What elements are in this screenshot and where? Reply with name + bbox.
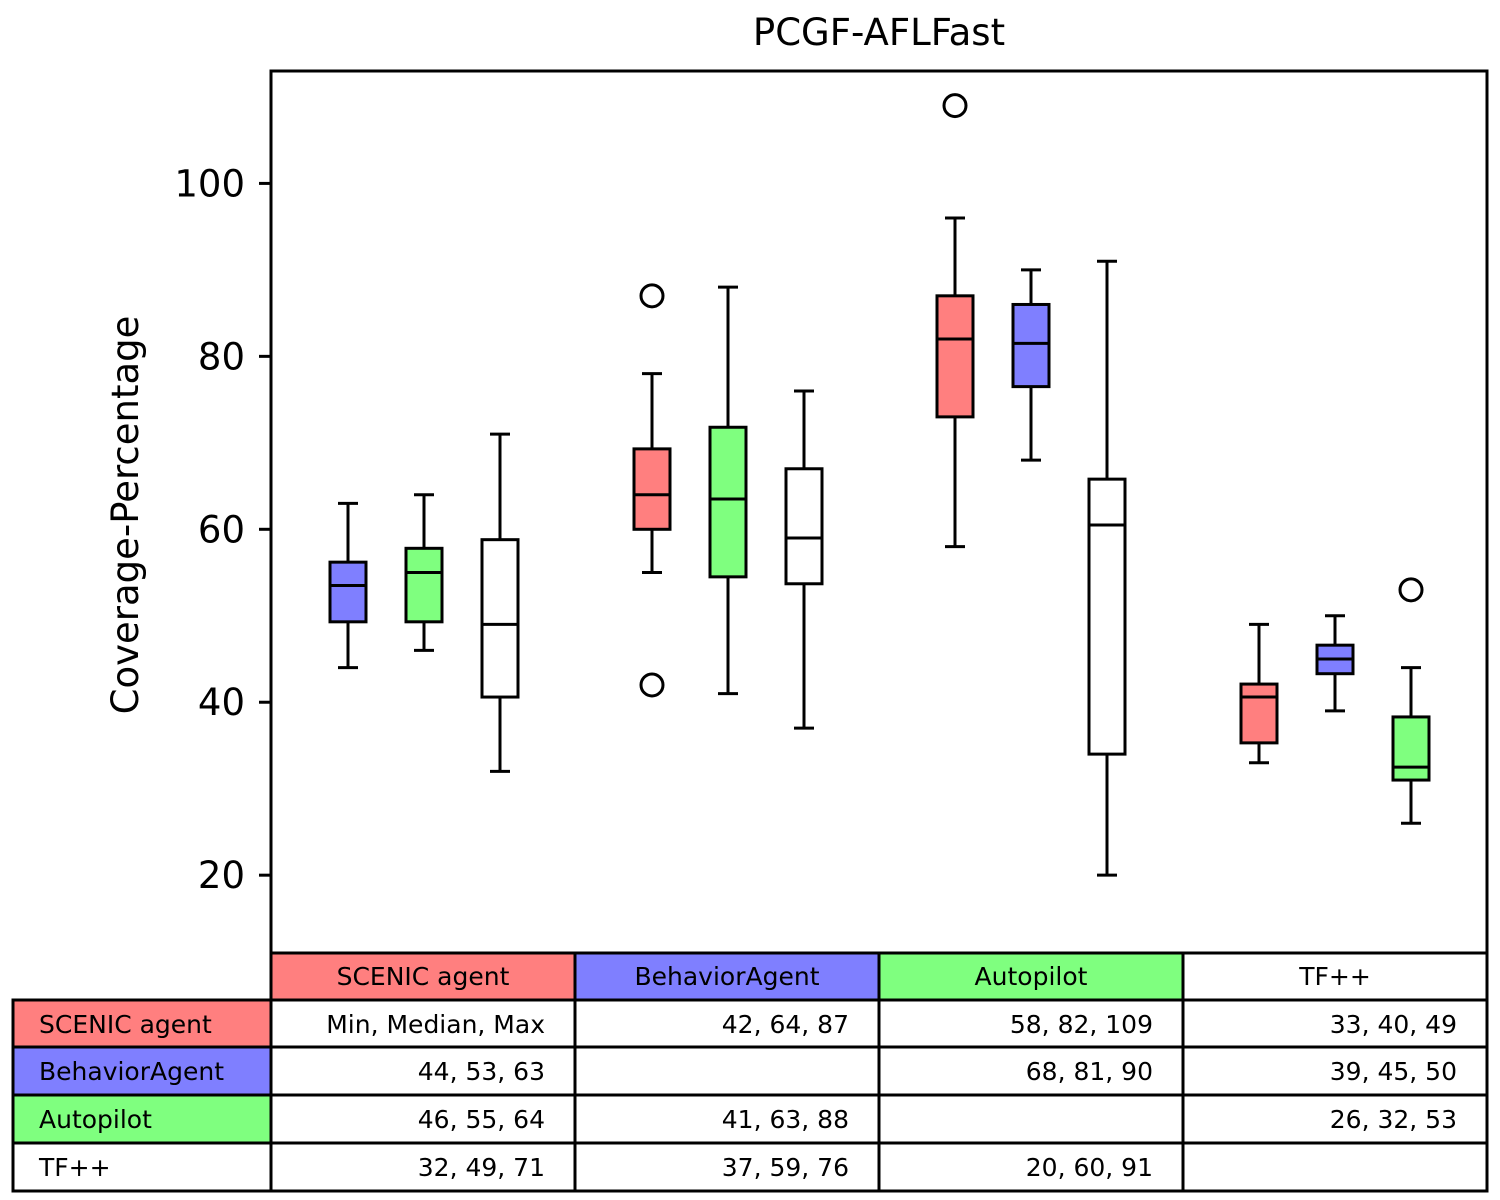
box-scenic-agent-tf- [480,432,520,773]
box-scenic-agent-behavioragent [328,501,368,670]
box-body [1011,302,1051,389]
table-cell [269,998,577,1049]
table-col-header: BehaviorAgent [634,962,819,991]
table-cell [269,1045,577,1097]
box-body [404,546,444,624]
box-autopilot-scenic-agent [935,93,975,549]
table-cell [1181,1093,1489,1145]
table-cell-value: 68, 81, 90 [1026,1057,1153,1086]
table-cell [573,1141,881,1193]
table-row-header: TF++ [38,1153,111,1182]
data-table: SCENIC agent BehaviorAgent Autopilot TF++ SC… [11,951,1489,1193]
table-cell-value: 26, 32, 53 [1330,1105,1457,1134]
table-cell [573,1045,881,1097]
box-autopilot-behavioragent [1011,268,1051,462]
outlier-point [639,283,665,309]
table-row-header: BehaviorAgent [39,1057,224,1086]
box-body [480,538,520,699]
boxes-layer [328,93,1431,877]
box-autopilot-tf- [1087,259,1127,877]
table-cell-value: 33, 40, 49 [1330,1010,1457,1039]
box-body [1391,715,1431,782]
y-axis: 20 40 60 80 100 [174,162,271,897]
outlier-point [1398,577,1424,603]
table-col-header: TF++ [1298,962,1371,991]
table-cell [573,998,881,1049]
box-body [935,294,975,419]
box-behavioragent-tf- [784,389,824,730]
table-cell [1181,1141,1489,1193]
table-row-header: Autopilot [39,1105,152,1134]
table-col-header-cell [269,951,577,1002]
table-cell-value: 32, 49, 71 [418,1153,545,1182]
outlier-point [942,93,968,119]
box-tf--behavioragent [1315,614,1355,713]
plot-frame [269,69,1489,955]
outlier-point [639,672,665,698]
table-cell-value: 37, 59, 76 [722,1153,849,1182]
box-body [328,560,368,624]
table-col-header-cell [877,951,1185,1002]
table-cell [269,1093,577,1145]
y-tick-label: 60 [198,508,245,551]
box-scenic-agent-autopilot [404,493,444,652]
table-row-header-cell [11,1141,273,1193]
table-cell [877,1093,1185,1145]
y-tick-label: 80 [198,335,245,378]
box-body [784,467,824,586]
box-body [632,447,672,531]
box-behavioragent-scenic-agent [632,283,672,698]
table-cell-value: Min, Median, Max [326,1010,545,1039]
box-body [1239,682,1279,745]
table-cell-value: 58, 82, 109 [1010,1010,1153,1039]
table-cell [269,1141,577,1193]
table-cell-value: 39, 45, 50 [1330,1057,1457,1086]
table-col-header-cell [1181,951,1489,1002]
table-cell-value: 41, 63, 88 [722,1105,849,1134]
table-cell [1181,1045,1489,1097]
box-tf--autopilot [1391,577,1431,825]
table-cell-value: 20, 60, 91 [1026,1153,1153,1182]
box-tf--scenic-agent [1239,622,1279,765]
y-tick-label: 100 [174,162,245,205]
table-col-header: SCENIC agent [337,962,510,991]
chart-title: PCGF-AFLFast [753,11,1005,54]
table-cell-value: 44, 53, 63 [418,1057,545,1086]
box-body [1087,477,1127,756]
table-row-header: SCENIC agent [39,1010,212,1039]
table-col-header: Autopilot [975,962,1088,991]
table-cell-value: 46, 55, 64 [418,1105,545,1134]
box-behavioragent-autopilot [708,285,748,696]
table-cell [877,1141,1185,1193]
box-body [708,425,748,579]
table-cell-value: 42, 64, 87 [722,1010,849,1039]
table-row-header-cell [11,998,273,1049]
y-tick-label: 20 [198,854,245,897]
y-axis-label: Coverage-Percentage [104,316,147,715]
y-tick-label: 40 [198,681,245,724]
